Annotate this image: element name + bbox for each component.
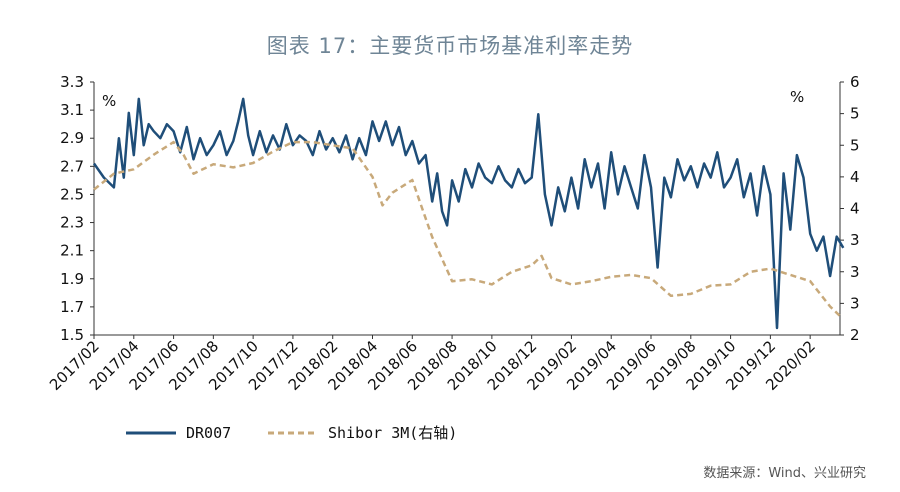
series-line-shibor-3m <box>93 140 841 317</box>
legend: DR007 Shibor 3M(右轴) <box>126 424 457 442</box>
right-tick-label: 6 <box>850 73 860 91</box>
chart-title: 图表 17：主要货币市场基准利率走势 <box>266 34 634 58</box>
left-tick-label: 2.1 <box>60 242 84 260</box>
left-tick-label: 3.3 <box>60 73 84 91</box>
right-tick-label: 5 <box>850 136 860 154</box>
series-layer <box>92 97 845 330</box>
left-axis-ticks: 3.3 3.1 2.9 2.7 2.5 2.3 2.1 1.9 1.7 1.5 <box>60 73 94 344</box>
left-axis-unit: % <box>102 92 116 110</box>
left-tick-label: 1.9 <box>60 270 84 288</box>
right-tick-label: 2 <box>850 326 860 344</box>
x-axis-ticks: 2017/022017/042017/062017/082017/102017/… <box>46 335 819 394</box>
left-tick-label: 2.5 <box>60 185 84 203</box>
left-tick-label: 2.7 <box>60 157 84 175</box>
right-tick-label: 3 <box>850 294 860 312</box>
right-tick-label: 4 <box>850 200 860 218</box>
right-axis-ticks: 6 5 5 4 4 3 3 3 2 <box>840 73 860 344</box>
source-note: 数据来源：Wind、兴业研究 <box>703 466 866 481</box>
left-tick-label: 1.5 <box>60 326 84 344</box>
legend-label-shibor-3m: Shibor 3M(右轴) <box>328 424 457 442</box>
left-tick-label: 3.1 <box>60 101 84 119</box>
left-tick-label: 2.3 <box>60 214 84 232</box>
axes <box>93 82 841 336</box>
legend-label-dr007: DR007 <box>186 424 231 442</box>
right-tick-label: 3 <box>850 231 860 249</box>
left-tick-label: 1.7 <box>60 298 84 316</box>
left-tick-label: 2.9 <box>60 129 84 147</box>
right-tick-label: 4 <box>850 168 860 186</box>
right-tick-label: 5 <box>850 105 860 123</box>
right-tick-label: 3 <box>850 263 860 281</box>
series-line-dr007 <box>92 97 845 330</box>
right-axis-unit: % <box>790 88 804 106</box>
